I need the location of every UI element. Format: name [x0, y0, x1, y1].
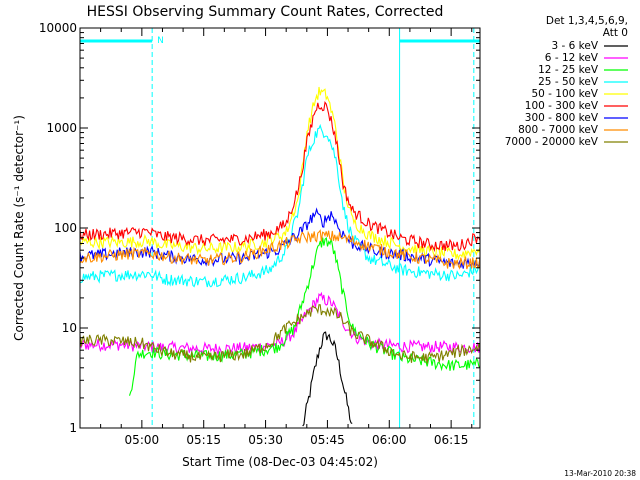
y-tick-label: 100 [54, 221, 77, 235]
legend-label: 800 - 7000 keV [518, 124, 599, 136]
legend-label: 7000 - 20000 keV [505, 136, 599, 148]
x-tick-label: 05:00 [125, 433, 160, 447]
orbit-markers: N [79, 28, 480, 428]
legend-label: 6 - 12 keV [545, 52, 599, 64]
legend-label: 50 - 100 keV [531, 88, 598, 100]
y-axis: 1 10 100 1000 10000 [39, 21, 480, 435]
y-tick-label: 1000 [46, 121, 77, 135]
legend-label: 25 - 50 keV [538, 76, 599, 88]
series-line [79, 101, 481, 253]
y-axis-label: Corrected Count Rate (s⁻¹ detector⁻¹) [12, 115, 26, 341]
x-tick-label: 05:15 [186, 433, 221, 447]
series-line [79, 291, 481, 356]
x-tick-label: 05:30 [248, 433, 283, 447]
y-tick-label: 10000 [39, 21, 77, 35]
series-line [80, 123, 481, 288]
legend-label: 3 - 6 keV [551, 40, 598, 52]
night-marker-label: N [157, 36, 164, 46]
series-line [79, 304, 481, 364]
y-tick-label: 1 [69, 421, 77, 435]
x-axis: 05:00 05:15 05:30 05:45 06:00 06:15 [100, 28, 473, 447]
legend-label: 12 - 25 keV [538, 64, 599, 76]
series-line [79, 229, 481, 270]
legend-label: 300 - 800 keV [525, 112, 599, 124]
series-layer [79, 86, 481, 427]
timestamp: 13-Mar-2010 20:38 [564, 469, 636, 478]
y-tick-label: 10 [62, 321, 77, 335]
legend-label: 100 - 300 keV [525, 100, 599, 112]
x-tick-label: 05:45 [310, 433, 345, 447]
x-tick-label: 06:00 [372, 433, 407, 447]
legend-header: Det 1,3,4,5,6,9, [546, 15, 628, 27]
series-line [302, 331, 353, 427]
chart-title: HESSI Observing Summary Count Rates, Cor… [87, 4, 444, 20]
plot-frame [79, 27, 481, 429]
x-axis-label: Start Time (08-Dec-03 04:45:02) [182, 455, 378, 469]
series-line [79, 86, 481, 261]
x-tick-label: 06:15 [434, 433, 469, 447]
legend-header: Att 0 [603, 27, 628, 39]
